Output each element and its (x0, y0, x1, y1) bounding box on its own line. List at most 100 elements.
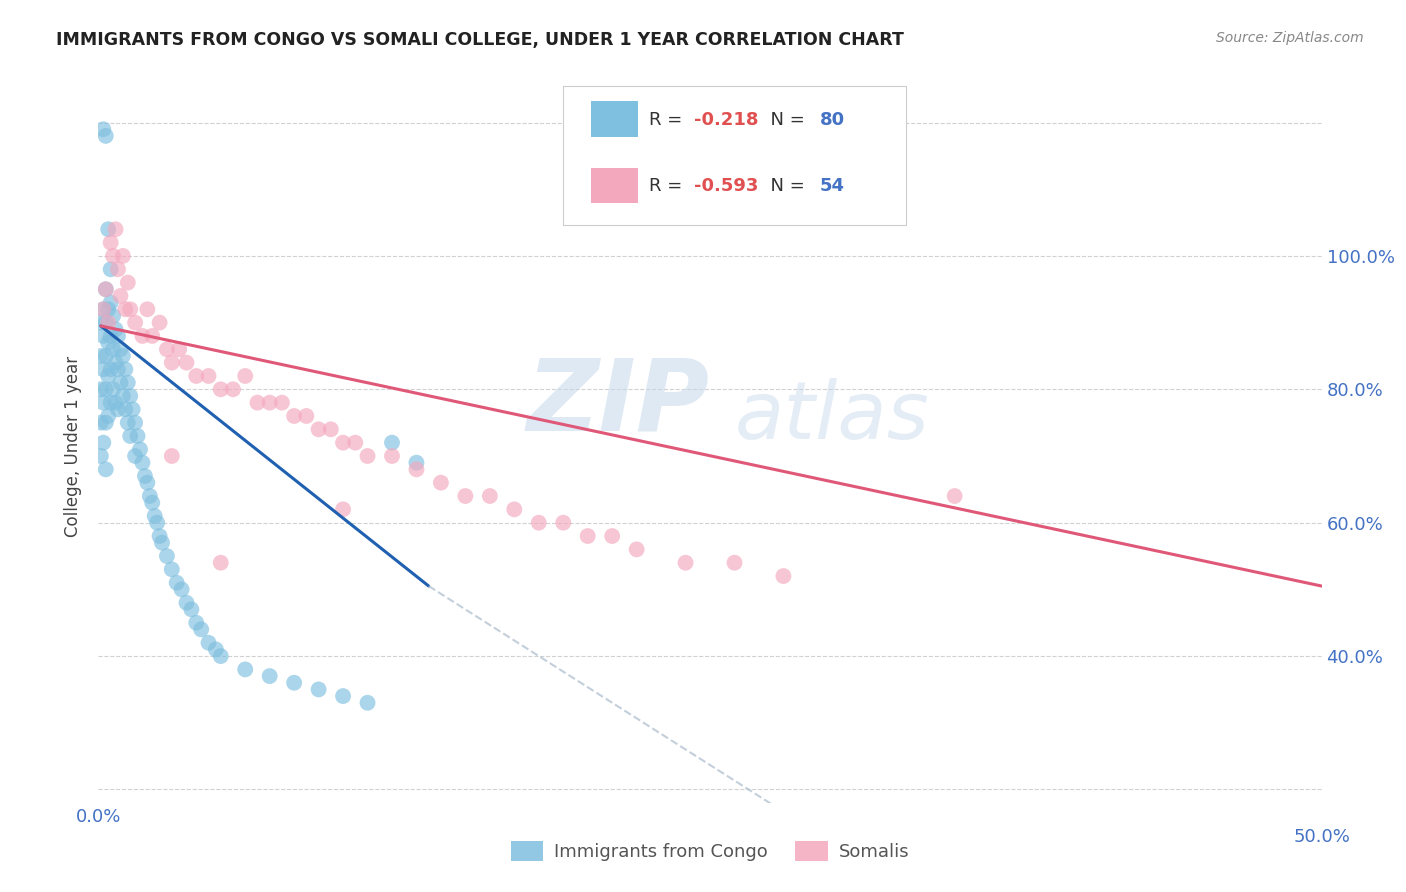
Point (111, 249, 134, 263)
Point (117, 376, 139, 390)
Point (91, 302, 114, 317)
Point (723, 556, 745, 570)
Point (131, 329, 153, 343)
Point (114, 362, 136, 376)
FancyBboxPatch shape (592, 168, 638, 203)
Point (100, 395, 122, 409)
Point (136, 475, 159, 490)
Point (90, 316, 112, 330)
Point (553, 516, 575, 530)
Point (186, 615, 208, 630)
Point (772, 569, 794, 583)
Point (94, 349, 117, 363)
Point (166, 575, 188, 590)
Point (150, 535, 173, 549)
Point (149, 316, 172, 330)
Point (308, 422, 330, 436)
Text: 50.0%: 50.0% (1294, 828, 1350, 846)
Point (180, 602, 202, 616)
Point (97, 222, 120, 236)
Point (94, 282, 117, 296)
Legend: Immigrants from Congo, Somalis: Immigrants from Congo, Somalis (501, 830, 920, 872)
Point (209, 382, 232, 396)
Point (120, 389, 142, 403)
Point (94, 462, 117, 476)
Point (405, 462, 427, 476)
Point (478, 489, 501, 503)
FancyBboxPatch shape (592, 102, 638, 137)
Point (91, 362, 114, 376)
Point (160, 562, 183, 576)
Point (101, 382, 124, 396)
Point (90, 449, 112, 463)
Point (209, 556, 232, 570)
Point (576, 529, 599, 543)
Point (120, 302, 142, 317)
Point (90, 349, 112, 363)
Point (91, 329, 114, 343)
Point (233, 368, 256, 383)
Point (101, 249, 124, 263)
Point (332, 435, 354, 450)
Text: R =: R = (650, 111, 688, 128)
Text: ZIP: ZIP (527, 355, 710, 451)
Point (405, 456, 427, 470)
Point (90, 382, 112, 396)
FancyBboxPatch shape (564, 86, 905, 225)
Point (107, 402, 129, 417)
Point (90, 416, 112, 430)
Point (381, 449, 404, 463)
Point (94, 316, 117, 330)
Point (146, 516, 169, 530)
Point (156, 343, 179, 357)
Point (127, 429, 149, 443)
Point (167, 343, 190, 357)
Point (308, 682, 330, 697)
Point (332, 502, 354, 516)
Point (600, 529, 623, 543)
Text: N =: N = (759, 177, 810, 194)
Point (283, 409, 305, 423)
Point (111, 389, 134, 403)
Point (134, 469, 156, 483)
Point (160, 356, 183, 370)
Text: 80: 80 (820, 111, 845, 128)
Text: IMMIGRANTS FROM CONGO VS SOMALI COLLEGE, UNDER 1 YEAR CORRELATION CHART: IMMIGRANTS FROM CONGO VS SOMALI COLLEGE,… (56, 31, 904, 49)
Point (107, 262, 129, 277)
Point (101, 309, 124, 323)
Point (131, 456, 153, 470)
Point (943, 489, 966, 503)
Point (332, 689, 354, 703)
Point (246, 395, 269, 409)
Point (344, 435, 367, 450)
Point (97, 316, 120, 330)
Point (104, 356, 127, 370)
Point (110, 376, 132, 390)
Point (114, 402, 136, 417)
Point (114, 302, 136, 317)
Point (454, 489, 477, 503)
Text: -0.218: -0.218 (695, 111, 759, 128)
Point (356, 449, 378, 463)
Point (197, 636, 219, 650)
Point (197, 368, 219, 383)
Point (381, 435, 404, 450)
Point (91, 435, 114, 450)
Point (100, 235, 122, 250)
Text: -0.593: -0.593 (695, 177, 758, 194)
Point (100, 329, 122, 343)
Point (139, 489, 162, 503)
Point (233, 662, 256, 676)
Point (97, 368, 120, 383)
Point (222, 382, 245, 396)
Point (356, 696, 378, 710)
Text: R =: R = (650, 177, 688, 194)
Point (110, 343, 132, 357)
Point (503, 502, 526, 516)
Point (190, 623, 212, 637)
Point (121, 402, 143, 417)
Point (111, 349, 134, 363)
Point (149, 529, 172, 543)
Point (91, 302, 114, 317)
Point (259, 395, 281, 409)
